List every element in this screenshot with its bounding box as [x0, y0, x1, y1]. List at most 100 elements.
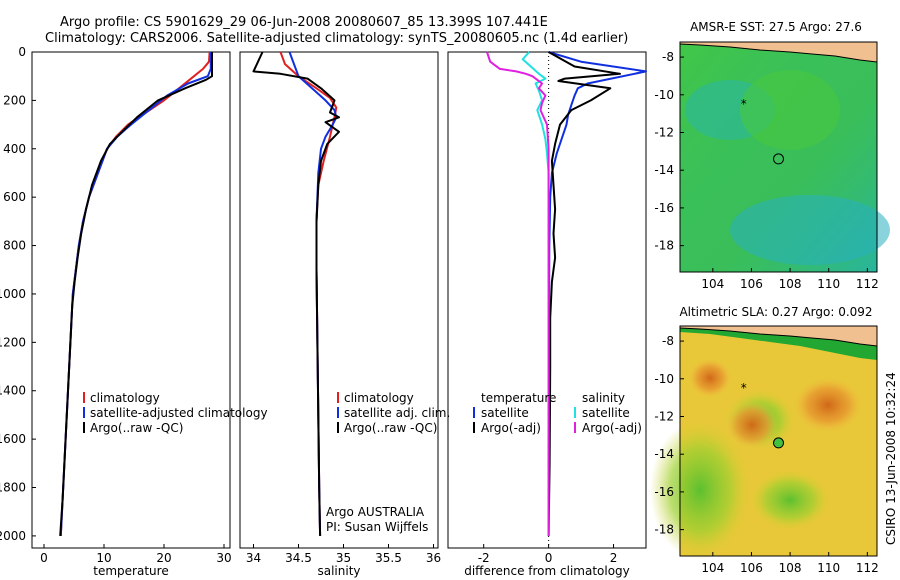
salinity-axes-frame: [239, 51, 439, 549]
legend-sal-argo: Argo(-adj): [582, 421, 642, 435]
lon-tick-label: 112: [856, 561, 879, 575]
x-tick-label: 20: [156, 551, 171, 565]
side-stamp: CSIRO 13-Jun-2008 10:32:24: [884, 372, 898, 545]
legend-climatology: climatology: [90, 391, 160, 405]
float-pi-annotation: PI: Susan Wijffels: [326, 520, 428, 534]
temperature-lines: [59, 51, 213, 536]
lat-tick-label: -10: [654, 372, 674, 386]
sla-low-patch: [750, 470, 830, 530]
temperature-panel: 0 200 400 600 800 1000 1200 1400 1600 1800 2000 0 1…: [0, 45, 268, 578]
sst-coastline: [679, 43, 878, 63]
legend-temp-argo: Argo(-adj): [481, 421, 541, 435]
argo-position-marker: [773, 437, 784, 449]
x-tick-label: 0: [545, 551, 553, 565]
lon-tick-label: 112: [856, 277, 879, 291]
lon-tick-label: 106: [740, 277, 763, 291]
salinity-x-label: salinity: [317, 564, 360, 578]
series-line-salinity-satellite: [521, 51, 550, 536]
sst-lat-ticks: -8 -10 -12 -14 -16 -18: [654, 50, 684, 253]
sla-lat-ticks: -8 -10 -12 -14 -16 -18: [654, 334, 684, 537]
legend-argo: Argo(..raw -QC): [344, 421, 437, 435]
sla-coastline: [679, 327, 878, 347]
x-tick-label: 0: [40, 551, 48, 565]
sla-map-title: Altimetric SLA: 0.27 Argo: 0.092: [679, 305, 872, 319]
sst-warm-patch: [740, 70, 840, 150]
difference-x-label: difference from climatology: [464, 564, 630, 578]
lon-tick-label: 110: [817, 277, 840, 291]
series-line-satellite-adjusted-climatology: [59, 52, 212, 536]
lat-tick-label: -10: [654, 88, 674, 102]
depth-tick-label: 800: [3, 239, 26, 253]
series-line-temperature-satellite: [547, 51, 647, 536]
lon-tick-label: 106: [740, 561, 763, 575]
salinity-lines: [252, 51, 340, 536]
sla-markers: *: [741, 381, 784, 449]
sla-high-patch: [793, 377, 863, 433]
lat-tick-label: -8: [662, 50, 674, 64]
series-line-salinity-argo-adj-: [486, 51, 550, 536]
legend-salinity-header: salinity: [582, 391, 625, 405]
lat-tick-label: -16: [654, 201, 674, 215]
depth-tick-label: 600: [3, 190, 26, 204]
x-tick-label: 30: [216, 551, 231, 565]
profile-star-marker: *: [741, 97, 747, 111]
difference-axes-frame: [447, 51, 647, 549]
difference-panel: -2 0 2 difference from climatology tempera…: [447, 51, 647, 578]
sla-map-frame: [679, 325, 878, 557]
lat-tick-label: -8: [662, 334, 674, 348]
depth-ticks: 0 200 400 600 800 1000 1200 1400 1600 1800 2000: [0, 45, 36, 543]
x-tick-label: 34: [246, 551, 261, 565]
difference-legend: temperature satellite Argo(-adj) salinit…: [473, 391, 642, 435]
float-owner-annotation: Argo AUSTRALIA: [326, 505, 425, 519]
legend-satellite-adj: satellite adj. clim.: [344, 406, 450, 420]
sst-land: [680, 42, 877, 62]
legend-sal-satellite: satellite: [582, 406, 630, 420]
difference-lines: [486, 51, 647, 536]
temperature-x-ticks: 0 10 20 30: [40, 544, 232, 565]
difference-x-ticks: -2 0 2: [478, 544, 617, 565]
x-tick-label: 34.5: [285, 551, 312, 565]
profile-star-marker: *: [741, 381, 747, 395]
sst-cool-patch: [730, 195, 890, 265]
depth-tick-label: 1200: [0, 335, 26, 349]
legend-temperature-header: temperature: [481, 391, 556, 405]
depth-tick-label: 0: [18, 45, 26, 59]
legend-climatology: climatology: [344, 391, 414, 405]
depth-tick-label: 200: [3, 93, 26, 107]
sst-lon-ticks: 104 106 108 110 112: [701, 268, 879, 291]
lat-tick-label: -14: [654, 163, 674, 177]
salinity-x-ticks: 34 34.5 35 35.5 36: [246, 544, 441, 565]
lat-tick-label: -12: [654, 409, 674, 423]
series-line-climatology: [59, 51, 211, 536]
figure-title-line1: Argo profile: CS 5901629_29 06-Jun-2008 …: [60, 15, 548, 30]
series-line-argo-raw-qc-: [252, 51, 340, 536]
argo-position-marker: [773, 153, 784, 165]
salinity-legend: climatology satellite adj. clim. Argo(..…: [337, 391, 450, 435]
sla-high-patch: [688, 358, 732, 398]
x-tick-label: 35.5: [375, 551, 402, 565]
sla-high-patch: [726, 401, 778, 449]
x-tick-label: 36: [426, 551, 441, 565]
depth-tick-label: 400: [3, 142, 26, 156]
x-tick-label: 35: [336, 551, 351, 565]
legend-satellite-adjusted: satellite-adjusted climatology: [90, 406, 268, 420]
depth-tick-label: 1400: [0, 384, 26, 398]
lon-tick-label: 104: [701, 277, 724, 291]
legend-temp-satellite: satellite: [481, 406, 529, 420]
lon-tick-label: 108: [779, 277, 802, 291]
sst-map-panel: AMSR-E SST: 27.5 Argo: 27.6 -8-10-12-14-…: [654, 20, 890, 291]
legend-argo: Argo(..raw -QC): [90, 421, 183, 435]
lon-tick-label: 104: [701, 561, 724, 575]
series-line-argo-raw-qc-: [59, 52, 213, 536]
temperature-legend: climatology satellite-adjusted climatolo…: [83, 391, 268, 435]
lon-tick-label: 110: [817, 561, 840, 575]
lat-tick-label: -16: [654, 485, 674, 499]
lat-tick-label: -18: [654, 239, 674, 253]
depth-tick-label: 1800: [0, 481, 26, 495]
salinity-panel: 34 34.5 35 35.5 36 salinity climatology sate…: [239, 51, 450, 578]
sla-map-panel: Altimetric SLA: 0.27 Argo: 0.092 -8 -10 -1…: [650, 305, 879, 575]
temperature-x-label: temperature: [93, 564, 168, 578]
x-tick-label: 10: [96, 551, 111, 565]
depth-tick-label: 1000: [0, 287, 26, 301]
